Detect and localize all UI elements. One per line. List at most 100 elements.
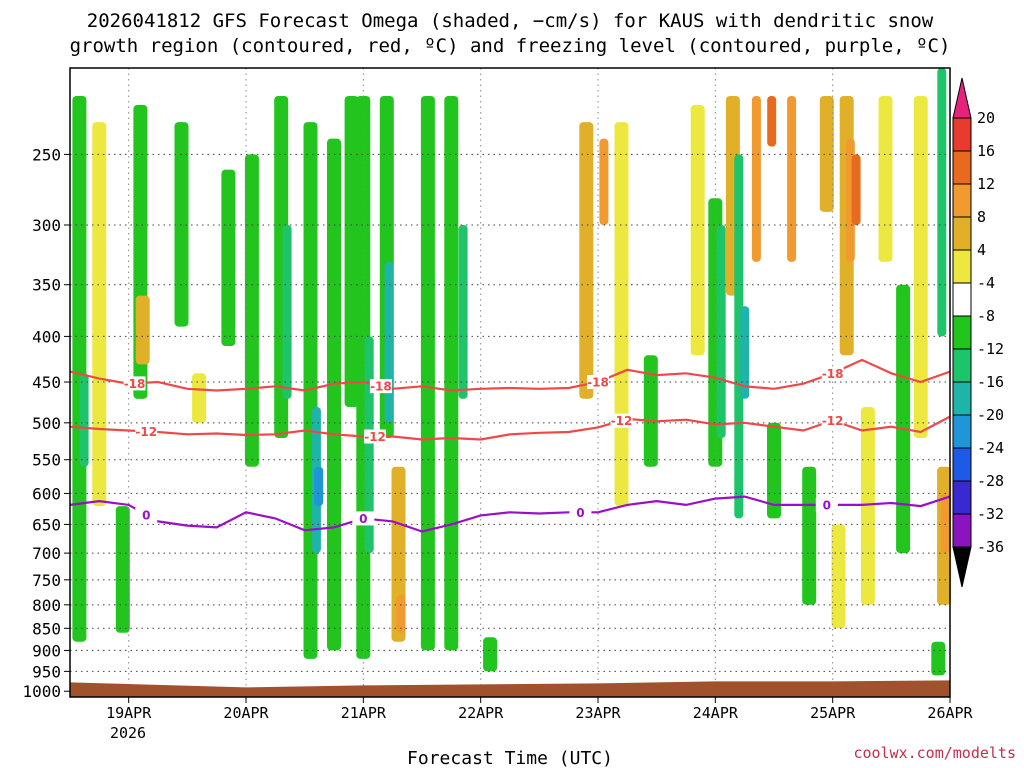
x-axis-label: Forecast Time (UTC) [407,748,613,768]
isoline-label-2-3: 0 [823,498,831,512]
x-year-label: 2026 [110,724,146,742]
x-tick-label-24APR: 24APR [693,704,739,722]
colorbar-box-8 [952,381,972,416]
colorbar-label-9: -20 [977,406,1004,424]
isoline-label-bg-1-1 [364,429,387,444]
isoline-2 [69,495,951,533]
x-tick-label-25APR: 25APR [810,704,856,722]
colorbar-label-3: 8 [977,208,986,226]
omega-cell-41 [802,466,817,605]
colorbar-label-10: -24 [977,439,1004,457]
isoline-label-0-2: -18 [587,376,609,390]
omega-cell-40 [787,96,797,262]
omega-cell-33 [716,225,726,438]
grid-lines [70,68,951,697]
isoline-1 [69,415,951,441]
omega-cell-14 [314,466,324,507]
omega-cell-43 [831,524,846,629]
below-ground-fill [70,680,950,697]
colorbar-label-2: 12 [977,175,995,193]
colorbar-box-2 [952,183,972,218]
omega-cell-48 [878,96,893,262]
omega-cell-23 [420,96,435,651]
isoline-label-bg-2-1 [352,511,375,526]
isoline-label-1-1: -12 [364,430,386,444]
colorbar-box-5 [952,282,972,317]
isoline-label-bg-2-2 [569,505,592,520]
omega-cell-3 [115,506,130,633]
y-tick-label-850: 850 [32,619,61,638]
omega-cell-25 [458,225,468,399]
omega-cell-53 [940,493,950,554]
y-tick-label-750: 750 [32,571,61,590]
temperature-contours: -18 -18 -18 -18 -12 -12 -12 -12 0 0 0 0 [69,358,951,533]
x-tick-label-19APR: 19APR [106,704,152,722]
colorbar-box-12 [952,513,972,548]
y-tick-label-500: 500 [32,414,61,433]
y-tick-label-800: 800 [32,596,61,615]
colorbar-label-0: 20 [977,109,995,127]
colorbar-top-arrow [952,77,972,119]
omega-cell-51 [937,68,947,337]
isoline-label-bg-0-0 [123,376,146,391]
omega-cell-5 [135,295,150,365]
isoline-0 [69,358,951,392]
y-tick-label-250: 250 [32,145,61,164]
colorbar-box-4 [952,249,972,284]
colorbar-label-4: 4 [977,241,986,259]
y-tick-label-700: 700 [32,544,61,563]
source-credit: coolwx.com/modelts [853,744,1016,762]
y-tick-label-400: 400 [32,327,61,346]
colorbar-label-8: -16 [977,373,1004,391]
isoline-label-bg-2-0 [135,507,158,522]
omega-cell-26 [483,637,498,672]
omega-cell-47 [860,407,875,605]
isoline-label-bg-1-3 [821,413,844,428]
isoline-label-0-0: -18 [124,377,146,391]
isoline-label-bg-2-3 [815,497,838,512]
isoline-label-2-1: 0 [359,512,367,526]
y-tick-label-300: 300 [32,216,61,235]
colorbar-label-13: -36 [977,538,1004,556]
colorbar-box-0 [952,117,972,152]
isoline-label-0-3: -18 [822,367,844,381]
y-axis: 250 300 350 400 450 500 550 600 650 700 750 800 850 9… [22,145,70,701]
x-tick-label-20APR: 20APR [223,704,269,722]
omega-cell-20 [384,261,394,423]
isoline-label-bg-0-2 [587,375,609,390]
omega-cell-30 [643,355,658,467]
isoline-label-2-2: 0 [576,506,584,520]
x-tick-label-26APR: 26APR [927,704,973,722]
colorbar-box-11 [952,480,972,515]
chart-title-line2: growth region (contoured, red, ºC) and f… [70,35,951,57]
omega-shading-layer [72,68,952,676]
colorbar-box-9 [952,414,972,449]
omega-cell-49 [896,284,911,554]
x-tick-label-22APR: 22APR [458,704,504,722]
colorbar-box-6 [952,315,972,350]
y-tick-label-600: 600 [32,484,61,503]
omega-cell-39 [767,422,781,519]
colorbar-label-6: -8 [977,307,995,325]
y-tick-label-450: 450 [32,373,61,392]
omega-cell-1 [79,373,89,467]
isoline-label-bg-0-1 [369,379,392,394]
omega-cell-50 [913,96,928,438]
isoline-label-0-1: -18 [370,380,392,394]
isoline-label-2-0: 0 [142,508,150,522]
omega-cell-28 [599,138,609,225]
x-tick-label-21APR: 21APR [341,704,387,722]
y-tick-label-650: 650 [32,515,61,534]
omega-cell-9 [244,154,259,467]
isoline-label-bg-1-0 [135,424,158,439]
y-tick-label-350: 350 [32,276,61,295]
omega-cell-29 [614,122,629,507]
omega-cell-11 [282,225,292,399]
y-tick-label-950: 950 [32,662,61,681]
omega-cell-7 [192,373,207,423]
omega-cell-54 [931,641,946,676]
x-tick-label-23APR: 23APR [575,704,621,722]
colorbar-label-1: 16 [977,142,995,160]
isoline-label-1-0: -12 [135,425,157,439]
colorbar-label-11: -28 [977,472,1004,490]
